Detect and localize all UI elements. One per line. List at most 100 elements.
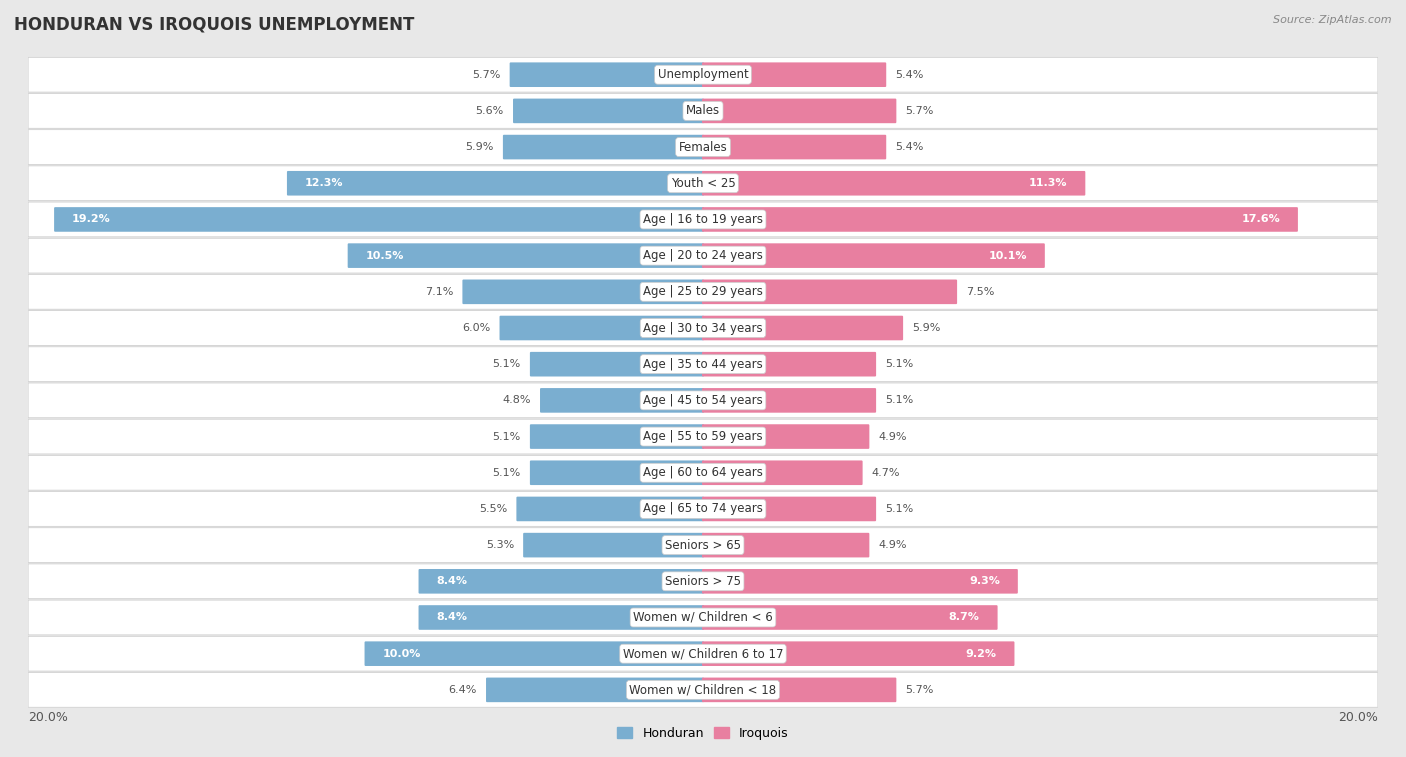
Text: Age | 20 to 24 years: Age | 20 to 24 years (643, 249, 763, 262)
Text: 10.5%: 10.5% (366, 251, 404, 260)
Text: 9.3%: 9.3% (969, 576, 1000, 587)
Text: 7.5%: 7.5% (966, 287, 994, 297)
Text: 10.0%: 10.0% (382, 649, 420, 659)
FancyBboxPatch shape (53, 207, 704, 232)
FancyBboxPatch shape (702, 98, 897, 123)
Text: 10.1%: 10.1% (988, 251, 1026, 260)
Text: Source: ZipAtlas.com: Source: ZipAtlas.com (1274, 15, 1392, 25)
Text: 9.2%: 9.2% (966, 649, 997, 659)
FancyBboxPatch shape (702, 352, 876, 376)
FancyBboxPatch shape (28, 275, 1378, 309)
Text: 8.4%: 8.4% (436, 576, 467, 587)
Legend: Honduran, Iroquois: Honduran, Iroquois (613, 722, 793, 745)
Text: Females: Females (679, 141, 727, 154)
Text: Age | 30 to 34 years: Age | 30 to 34 years (643, 322, 763, 335)
Text: 5.1%: 5.1% (886, 504, 914, 514)
FancyBboxPatch shape (702, 388, 876, 413)
Text: 8.4%: 8.4% (436, 612, 467, 622)
Text: Age | 65 to 74 years: Age | 65 to 74 years (643, 503, 763, 516)
Text: 4.7%: 4.7% (872, 468, 900, 478)
Text: 6.0%: 6.0% (463, 323, 491, 333)
FancyBboxPatch shape (28, 456, 1378, 490)
FancyBboxPatch shape (702, 207, 1298, 232)
FancyBboxPatch shape (28, 166, 1378, 201)
FancyBboxPatch shape (702, 569, 1018, 593)
FancyBboxPatch shape (513, 98, 704, 123)
Text: Age | 35 to 44 years: Age | 35 to 44 years (643, 358, 763, 371)
FancyBboxPatch shape (702, 243, 1045, 268)
Text: 4.9%: 4.9% (879, 431, 907, 441)
Text: 5.6%: 5.6% (475, 106, 503, 116)
FancyBboxPatch shape (28, 637, 1378, 671)
Text: 12.3%: 12.3% (305, 178, 343, 188)
Text: 5.7%: 5.7% (905, 106, 934, 116)
Text: Women w/ Children < 18: Women w/ Children < 18 (630, 684, 776, 696)
FancyBboxPatch shape (28, 129, 1378, 164)
FancyBboxPatch shape (702, 316, 903, 341)
FancyBboxPatch shape (486, 678, 704, 702)
Text: 17.6%: 17.6% (1241, 214, 1279, 224)
Text: Seniors > 65: Seniors > 65 (665, 539, 741, 552)
FancyBboxPatch shape (523, 533, 704, 557)
FancyBboxPatch shape (530, 424, 704, 449)
FancyBboxPatch shape (702, 533, 869, 557)
Text: Seniors > 75: Seniors > 75 (665, 575, 741, 587)
FancyBboxPatch shape (509, 62, 704, 87)
FancyBboxPatch shape (702, 135, 886, 160)
FancyBboxPatch shape (499, 316, 704, 341)
FancyBboxPatch shape (364, 641, 704, 666)
FancyBboxPatch shape (702, 171, 1085, 195)
Text: 5.1%: 5.1% (886, 359, 914, 369)
FancyBboxPatch shape (287, 171, 704, 195)
FancyBboxPatch shape (463, 279, 704, 304)
Text: 5.9%: 5.9% (465, 142, 494, 152)
Text: 4.9%: 4.9% (879, 540, 907, 550)
FancyBboxPatch shape (28, 310, 1378, 345)
FancyBboxPatch shape (419, 605, 704, 630)
FancyBboxPatch shape (347, 243, 704, 268)
Text: 19.2%: 19.2% (72, 214, 111, 224)
FancyBboxPatch shape (28, 202, 1378, 237)
Text: Age | 25 to 29 years: Age | 25 to 29 years (643, 285, 763, 298)
FancyBboxPatch shape (530, 460, 704, 485)
Text: 5.7%: 5.7% (472, 70, 501, 79)
Text: 5.1%: 5.1% (886, 395, 914, 406)
FancyBboxPatch shape (702, 424, 869, 449)
FancyBboxPatch shape (28, 58, 1378, 92)
Text: 6.4%: 6.4% (449, 685, 477, 695)
Text: Age | 45 to 54 years: Age | 45 to 54 years (643, 394, 763, 407)
Text: 20.0%: 20.0% (1339, 711, 1378, 724)
FancyBboxPatch shape (28, 564, 1378, 599)
Text: 20.0%: 20.0% (28, 711, 67, 724)
Text: 5.9%: 5.9% (912, 323, 941, 333)
Text: 4.8%: 4.8% (502, 395, 531, 406)
FancyBboxPatch shape (28, 238, 1378, 273)
Text: 5.7%: 5.7% (905, 685, 934, 695)
Text: Age | 16 to 19 years: Age | 16 to 19 years (643, 213, 763, 226)
Text: Age | 55 to 59 years: Age | 55 to 59 years (643, 430, 763, 443)
Text: Unemployment: Unemployment (658, 68, 748, 81)
FancyBboxPatch shape (702, 678, 897, 702)
Text: 5.4%: 5.4% (896, 142, 924, 152)
Text: 5.3%: 5.3% (486, 540, 515, 550)
Text: 5.1%: 5.1% (492, 431, 520, 441)
Text: HONDURAN VS IROQUOIS UNEMPLOYMENT: HONDURAN VS IROQUOIS UNEMPLOYMENT (14, 15, 415, 33)
FancyBboxPatch shape (530, 352, 704, 376)
Text: Males: Males (686, 104, 720, 117)
Text: 5.5%: 5.5% (479, 504, 508, 514)
Text: Age | 60 to 64 years: Age | 60 to 64 years (643, 466, 763, 479)
FancyBboxPatch shape (28, 383, 1378, 418)
FancyBboxPatch shape (702, 460, 863, 485)
Text: Youth < 25: Youth < 25 (671, 177, 735, 190)
FancyBboxPatch shape (28, 419, 1378, 454)
FancyBboxPatch shape (702, 605, 998, 630)
FancyBboxPatch shape (503, 135, 704, 160)
Text: 8.7%: 8.7% (949, 612, 980, 622)
Text: 5.1%: 5.1% (492, 468, 520, 478)
Text: Women w/ Children 6 to 17: Women w/ Children 6 to 17 (623, 647, 783, 660)
FancyBboxPatch shape (419, 569, 704, 593)
FancyBboxPatch shape (702, 641, 1015, 666)
FancyBboxPatch shape (702, 279, 957, 304)
FancyBboxPatch shape (28, 672, 1378, 707)
FancyBboxPatch shape (516, 497, 704, 522)
